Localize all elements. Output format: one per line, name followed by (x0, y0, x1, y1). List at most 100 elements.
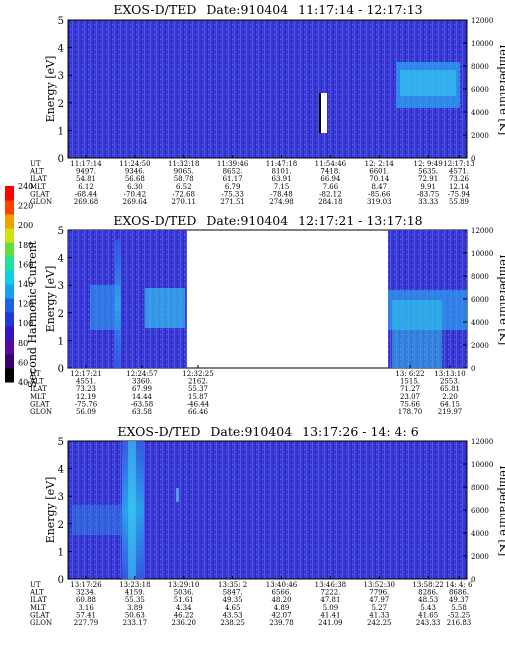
colorbar-tick-label: 40 (18, 378, 28, 387)
ephemeris-cell-ilat: 49.37 (449, 596, 469, 604)
panel-3-warm-band (72, 505, 122, 535)
ephemeris-cell-glat: -46.44 (187, 400, 210, 408)
ephemeris-cell-glon: 216.83 (447, 619, 472, 627)
ephemeris-cell-mlt: 4.34 (176, 604, 192, 612)
colorbar-swatch (5, 326, 14, 341)
ephemeris-cell-ut: 13:29:10 (168, 581, 199, 589)
ephemeris-cell-ut: 13:40:46 (266, 581, 298, 589)
y2-tick-label: 4000 (471, 109, 489, 117)
panel-2-warm-band-c (388, 290, 467, 330)
ephemeris-cell-alt: 2553. (440, 378, 460, 386)
ephemeris-cell-mlt: 2.20 (442, 393, 458, 401)
y2-tick-label: 2000 (471, 132, 489, 140)
ephemeris-cell-ilat: 51.61 (174, 596, 194, 604)
ephemeris-cell-alt: 5847. (223, 589, 243, 597)
panel-3-time-range: 13:17:26 - 14: 4: 6 (302, 424, 419, 439)
ephemeris-cell-ilat: 54.81 (76, 175, 96, 183)
panel-1-title: EXOS-D/TED (113, 2, 196, 17)
y2-tick-label: 0 (471, 576, 475, 584)
ephemeris-cell-mlt: 3.16 (78, 604, 94, 612)
ephemeris-cell-ut: 11:54:46 (315, 160, 347, 168)
panel-3-y-ticks: 0 1 2 3 4 5 (58, 437, 72, 586)
colorbar-swatches (5, 186, 14, 383)
y2-tick-label: 2000 (471, 553, 489, 561)
ephemeris-cell-ut: 13:13:10 (434, 370, 465, 378)
ephemeris-cell-ut: 11:24:50 (119, 160, 150, 168)
y-tick-label: 3 (58, 492, 64, 503)
ephemeris-cell-glat: -52.25 (448, 611, 470, 619)
ephemeris-cell-mlt: 12.14 (449, 183, 470, 191)
panel-2-ephemeris-table: UTALTILATMLTGLATGLON12:17:214551.73.2312… (29, 365, 466, 416)
ephemeris-cell-glon: 219.97 (438, 408, 463, 416)
panel-2-warm-band-b (145, 288, 185, 328)
ephemeris-cell-alt: 4551. (76, 378, 96, 386)
ephemeris-cell-mlt: 5.27 (371, 604, 387, 612)
colorbar-swatch (5, 256, 14, 271)
colorbar-tick-label: 240 (18, 182, 33, 191)
colorbar-swatch (5, 200, 14, 215)
ephemeris-cell-ut: 12: 2:14 (365, 160, 395, 168)
ephemeris-cell-alt: 9346. (125, 168, 145, 176)
panel-2-time-range: 12:17:21 - 13:17:18 (298, 213, 422, 228)
y-tick-label: 2 (58, 520, 64, 531)
y-tick-label: 4 (58, 254, 64, 265)
ephemeris-cell-mlt: 14.44 (132, 393, 153, 401)
y-tick-label: 0 (58, 154, 64, 165)
ephemeris-row-label: UT (30, 581, 41, 589)
ephemeris-cell-glon: 242.25 (367, 619, 392, 627)
ephemeris-cell-glon: 236.20 (172, 619, 197, 627)
ephemeris-cell-ut: 12:32:25 (182, 370, 213, 378)
ephemeris-cell-glat: -75.33 (221, 190, 243, 198)
ephemeris-cell-glon: 243.33 (416, 619, 441, 627)
ephemeris-cell-mlt: 3.89 (127, 604, 143, 612)
colorbar-swatch (5, 186, 14, 201)
colorbar: 40 60 80 100 120 140 160 180 200 220 240 Second Ha… (5, 182, 39, 388)
colorbar-swatch (5, 214, 14, 229)
ephemeris-cell-glon: 66.46 (188, 408, 209, 416)
ephemeris-cell-glon: 63.58 (132, 408, 152, 416)
ephemeris-cell-mlt: 7.15 (274, 183, 290, 191)
ephemeris-cell-mlt: 23.07 (400, 393, 420, 401)
panel-2-title: EXOS-D/TED (113, 213, 196, 228)
ephemeris-cell-glat: -75.76 (75, 400, 98, 408)
ephemeris-row-label: GLAT (30, 611, 50, 619)
panel-1-y2-ticks: 0 2000 4000 6000 8000 10000 12000 (463, 17, 493, 163)
ephemeris-cell-alt: 8652. (223, 168, 243, 176)
ephemeris-cell-ilat: 47.97 (369, 596, 389, 604)
ephemeris-cell-mlt: 12.19 (76, 393, 96, 401)
ephemeris-cell-ut: 12:24:57 (126, 370, 157, 378)
colorbar-tick-label: 160 (18, 260, 33, 269)
ephemeris-row-label: ALT (29, 589, 44, 597)
panel-1-ephemeris-table: UTALTILATMLTGLATGLON11:17:149497.54.816.… (29, 155, 475, 206)
ephemeris-cell-mlt: 6.30 (127, 183, 143, 191)
panel-2-ylabel: Energy [eV] (44, 266, 57, 333)
y-tick-label: 5 (58, 16, 64, 27)
panel-3-title: EXOS-D/TED (117, 424, 200, 439)
ephemeris-row-label: ILAT (30, 596, 47, 604)
ephemeris-cell-mlt: 5.09 (323, 604, 339, 612)
ephemeris-cell-alt: 7418. (320, 168, 340, 176)
ephemeris-cell-alt: 8686. (449, 589, 469, 597)
ephemeris-cell-ilat: 48.53 (418, 596, 438, 604)
ephemeris-cell-glon: 270.11 (172, 198, 197, 206)
ephemeris-cell-alt: 5635. (418, 168, 438, 176)
ephemeris-cell-ilat: 73.23 (76, 385, 96, 393)
y-tick-label: 3 (58, 71, 64, 82)
panel-2-title-line: EXOS-D/TED Date:910404 12:17:21 - 13:17:… (113, 213, 422, 228)
ephemeris-cell-glon: 319.03 (367, 198, 392, 206)
ephemeris-cell-ilat: 48.20 (271, 596, 291, 604)
panel-3-features (72, 441, 179, 579)
ephemeris-cell-alt: 9065. (174, 168, 194, 176)
ephemeris-cell-alt: 2162. (188, 378, 208, 386)
ephemeris-cell-glon: 178.70 (398, 408, 423, 416)
ephemeris-row-label: GLON (30, 408, 52, 416)
ephemeris-cell-glon: 271.51 (220, 198, 245, 206)
ephemeris-cell-ilat: 56.68 (125, 175, 145, 183)
y-tick-label: 1 (58, 126, 64, 137)
colorbar-swatch (5, 368, 14, 383)
ephemeris-cell-ut: 11:47:18 (266, 160, 297, 168)
colorbar-tick-label: 100 (18, 319, 33, 328)
ephemeris-cell-alt: 5036. (174, 589, 194, 597)
ephemeris-cell-ilat: 66.94 (320, 175, 341, 183)
ephemeris-cell-glon: 56.09 (76, 408, 96, 416)
